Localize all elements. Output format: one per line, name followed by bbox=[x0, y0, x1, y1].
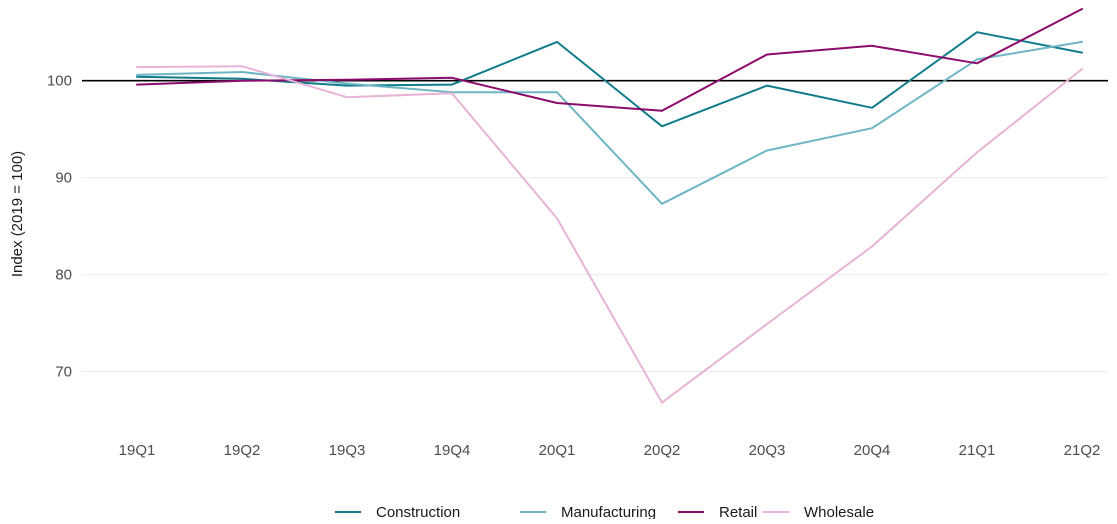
x-tick-label: 20Q2 bbox=[644, 442, 681, 459]
series-line-retail bbox=[136, 8, 1083, 112]
x-axis: 19Q1 19Q2 19Q3 19Q4 20Q1 20Q2 20Q3 20Q4 21Q1 21Q2 bbox=[119, 442, 1101, 459]
x-tick-label: 21Q1 bbox=[959, 442, 996, 459]
legend-label-construction: Construction bbox=[376, 504, 460, 519]
legend-label-retail: Retail bbox=[719, 504, 757, 519]
y-tick-label: 80 bbox=[55, 267, 72, 284]
x-tick-label: 19Q2 bbox=[224, 442, 261, 459]
series-lines bbox=[136, 8, 1083, 404]
series-line-wholesale bbox=[136, 65, 1083, 404]
y-tick-label: 90 bbox=[55, 170, 72, 187]
y-axis-title: Index (2019 = 100) bbox=[9, 151, 26, 277]
legend: Construction Manufacturing Retail Wholesale bbox=[335, 504, 874, 521]
series-line-construction bbox=[136, 31, 1083, 128]
y-tick-label: 70 bbox=[55, 364, 72, 381]
y-axis: 70 80 90 100 bbox=[47, 73, 72, 381]
y-tick-label: 100 bbox=[47, 73, 72, 90]
x-tick-label: 19Q3 bbox=[329, 442, 366, 459]
x-tick-label: 21Q2 bbox=[1064, 442, 1101, 459]
grid bbox=[82, 80, 1108, 373]
x-tick-label: 20Q3 bbox=[749, 442, 786, 459]
x-tick-label: 20Q1 bbox=[539, 442, 576, 459]
legend-label-manufacturing: Manufacturing bbox=[561, 504, 656, 519]
legend-label-wholesale: Wholesale bbox=[804, 504, 874, 519]
x-tick-label: 20Q4 bbox=[854, 442, 891, 459]
x-tick-label: 19Q1 bbox=[119, 442, 156, 459]
x-tick-label: 19Q4 bbox=[434, 442, 471, 459]
series-line-manufacturing bbox=[136, 40, 1083, 205]
